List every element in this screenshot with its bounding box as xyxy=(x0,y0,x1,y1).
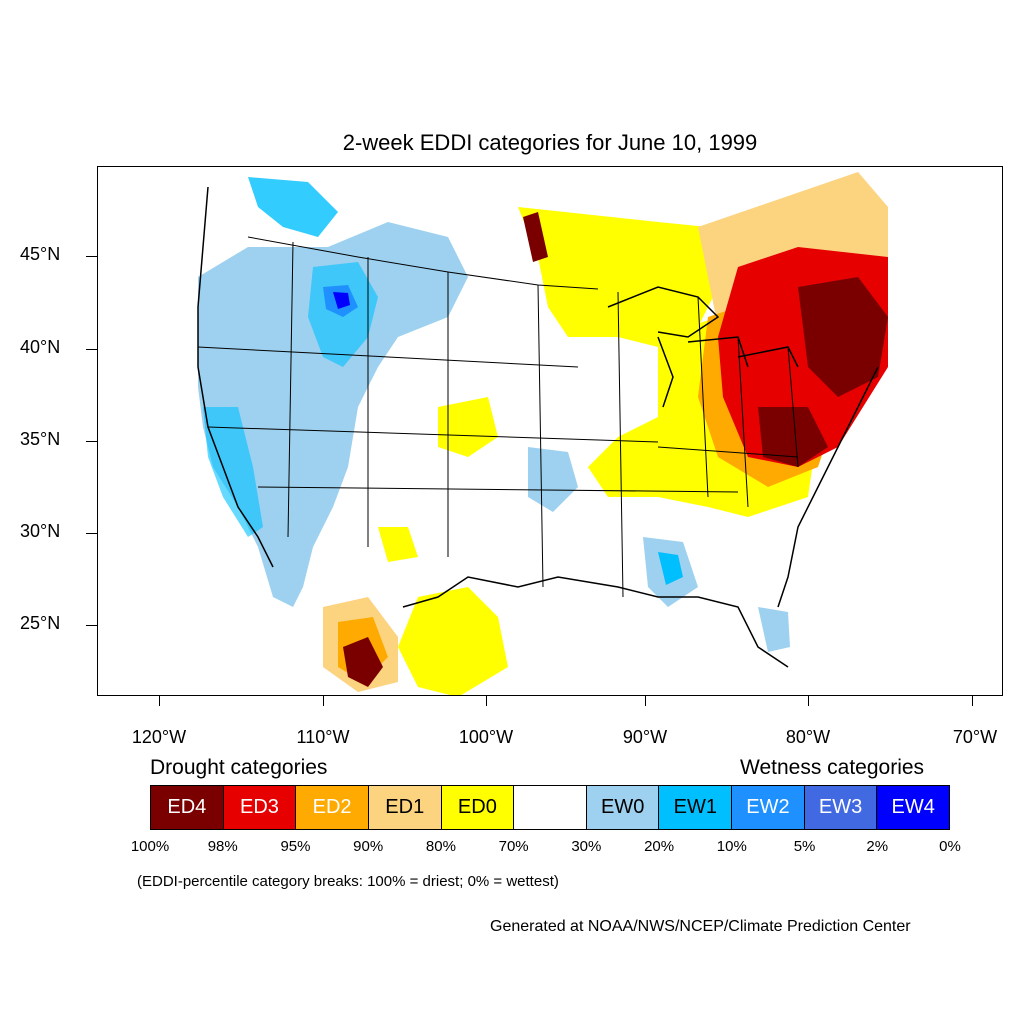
ew1-northwest-region xyxy=(248,177,338,237)
legend-break-label: 0% xyxy=(939,838,961,855)
state-line-6 xyxy=(197,346,579,368)
lon-tick-120 xyxy=(159,696,160,706)
legend-break-label: 98% xyxy=(207,838,238,855)
lon-tick-80 xyxy=(808,696,809,706)
great-lakes xyxy=(607,286,799,408)
lat-tick-35 xyxy=(86,441,97,442)
drought-heading: Drought categories xyxy=(150,756,328,779)
eddi-map-canvas xyxy=(197,172,888,695)
ed0-texas-north-patch xyxy=(378,527,418,562)
ed4-virginia-core xyxy=(758,407,828,467)
lon-label-120: 120°W xyxy=(131,727,187,747)
legend-break-label: 90% xyxy=(353,838,384,855)
ed4-mexico-core xyxy=(343,637,383,687)
legend-cell-ew0: EW0 xyxy=(586,786,660,829)
legend-cell-ed0: ED0 xyxy=(441,786,515,829)
lat-tick-40 xyxy=(86,349,97,350)
legend-break-label: 100% xyxy=(130,838,170,855)
legend-break-label: 95% xyxy=(280,838,311,855)
state-line-11 xyxy=(737,336,749,508)
state-line-10 xyxy=(697,296,709,498)
legend-break-label: 2% xyxy=(866,838,889,855)
state-line-8 xyxy=(257,486,739,493)
lat-tick-45 xyxy=(86,256,97,257)
ew1-california-region xyxy=(203,407,263,537)
boundaries xyxy=(197,186,879,668)
legend-cell-ew3: EW3 xyxy=(804,786,878,829)
map-title: 2-week EDDI categories for June 10, 1999 xyxy=(342,130,758,155)
ed0-plains-patch xyxy=(438,397,498,457)
legend-break-label: 30% xyxy=(571,838,602,855)
ed0-north-region xyxy=(518,207,718,347)
legend-cell-ew2: EW2 xyxy=(732,786,805,829)
gulf-coast xyxy=(402,576,789,668)
lat-label-30: 30°N xyxy=(20,521,61,541)
legend-break-label: 20% xyxy=(644,838,675,855)
state-line-9 xyxy=(657,446,799,458)
legend-color-bar: ED4 ED3 ED2 ED1 ED0 EW0 EW1 EW2 EW3 EW4 xyxy=(150,785,950,830)
lon-label-70: 70°W xyxy=(952,727,998,747)
lat-label-45: 45°N xyxy=(20,244,61,264)
legend-cell-ed3: ED3 xyxy=(223,786,297,829)
legend-cell-ed4: ED4 xyxy=(151,786,224,829)
ed4-lake-michigan-strip xyxy=(523,212,548,262)
credit-line: Generated at NOAA/NWS/NCEP/Climate Predi… xyxy=(490,918,911,935)
state-line-1 xyxy=(287,241,294,538)
state-line-4 xyxy=(537,284,544,588)
lon-tick-90 xyxy=(645,696,646,706)
state-line-7 xyxy=(207,426,659,443)
eddi-map xyxy=(97,166,1003,696)
legend-break-label: 10% xyxy=(716,838,747,855)
lat-tick-30 xyxy=(86,533,97,534)
ew0-west-region xyxy=(198,222,468,607)
ew0-florida-patch xyxy=(758,607,790,652)
legend-cell-neutral xyxy=(514,786,587,829)
lon-label-90: 90°W xyxy=(622,727,668,747)
state-line-5 xyxy=(617,291,624,598)
east-coast xyxy=(777,366,879,608)
lon-label-100: 100°W xyxy=(458,727,514,747)
ew0-midwest-patch xyxy=(528,447,578,512)
legend-cell-ew4: EW4 xyxy=(877,786,950,829)
legend-break-label: 80% xyxy=(425,838,456,855)
state-line-12 xyxy=(787,346,799,468)
ed4-northeast-core xyxy=(798,277,888,397)
ed0-texas-region xyxy=(398,587,508,695)
lat-tick-25 xyxy=(86,625,97,626)
legend-break-label: 70% xyxy=(498,838,529,855)
lon-label-110: 110°W xyxy=(296,727,350,747)
lon-label-80: 80°W xyxy=(785,727,831,747)
lon-tick-70 xyxy=(972,696,973,706)
wetness-heading: Wetness categories xyxy=(740,756,925,779)
lon-tick-110 xyxy=(323,696,324,706)
legend-cell-ew1: EW1 xyxy=(659,786,733,829)
ew1-southeast-spot xyxy=(658,552,683,585)
lat-label-35: 35°N xyxy=(20,429,61,449)
legend-cell-ed2: ED2 xyxy=(296,786,369,829)
lon-tick-100 xyxy=(486,696,487,706)
ew4-idaho-spot xyxy=(333,292,350,309)
legend-break-label: 5% xyxy=(793,838,816,855)
legend-cell-ed1: ED1 xyxy=(368,786,442,829)
category-note: (EDDI-percentile category breaks: 100% =… xyxy=(137,873,559,890)
lat-label-40: 40°N xyxy=(20,337,61,357)
lat-label-25: 25°N xyxy=(20,613,61,633)
